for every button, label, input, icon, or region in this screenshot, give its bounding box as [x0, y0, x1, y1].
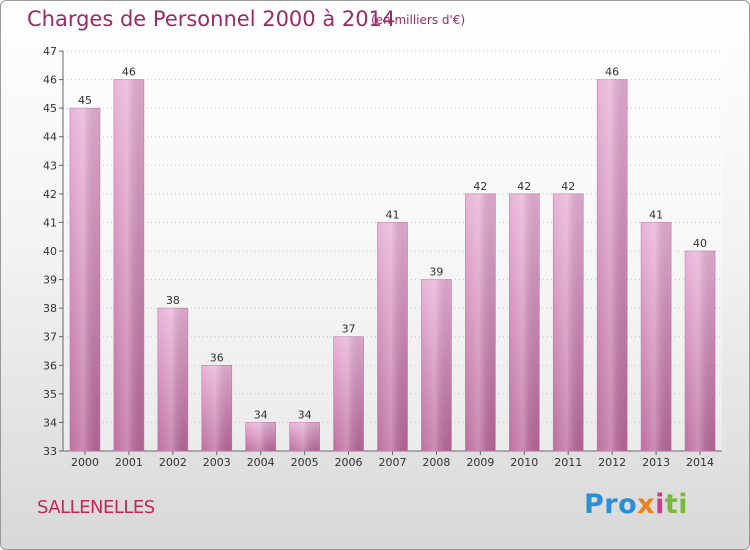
y-tick-label: 41 [43, 216, 57, 229]
bar-highlight [509, 193, 540, 451]
bar-highlight [553, 193, 584, 451]
y-tick-label: 42 [43, 188, 57, 201]
y-tick-label: 37 [43, 331, 57, 344]
bar-highlight [377, 222, 408, 451]
bar-highlight [465, 193, 496, 451]
data-label: 41 [649, 208, 663, 221]
data-label: 34 [254, 408, 268, 421]
x-tick-label: 2011 [554, 456, 582, 469]
x-tick-label: 2002 [159, 456, 187, 469]
x-tick-label: 2009 [466, 456, 494, 469]
x-tick-label: 2010 [510, 456, 538, 469]
x-tick-label: 2001 [115, 456, 143, 469]
y-tick-label: 45 [43, 102, 57, 115]
y-tick-label: 33 [43, 445, 57, 458]
bar-highlight [641, 222, 672, 451]
bar-highlight [289, 422, 320, 451]
x-tick-label: 2012 [598, 456, 626, 469]
y-tick-label: 34 [43, 416, 57, 429]
logo-part-3: i [655, 489, 665, 520]
data-label: 42 [561, 180, 575, 193]
proxiti-logo: Proxiti [584, 489, 688, 520]
data-label: 36 [210, 351, 224, 364]
bar-highlight [245, 422, 276, 451]
logo-part-2: x [637, 489, 656, 520]
x-tick-label: 2014 [686, 456, 714, 469]
bar-highlight [685, 251, 716, 451]
commune-name: SALLENELLES [37, 497, 155, 518]
bar-highlight [421, 279, 452, 451]
bar-highlight [157, 308, 188, 451]
y-tick-label: 39 [43, 274, 57, 287]
x-tick-label: 2013 [642, 456, 670, 469]
chart-subtitle: (en milliers d'€) [371, 13, 466, 27]
y-tick-label: 43 [43, 159, 57, 172]
y-tick-label: 46 [43, 74, 57, 87]
bar-highlight [333, 336, 364, 451]
data-label: 46 [605, 66, 619, 79]
logo-part-4: ti [664, 489, 689, 520]
data-label: 45 [78, 94, 92, 107]
y-tick-label: 40 [43, 245, 57, 258]
y-tick-label: 36 [43, 359, 57, 372]
data-label: 38 [166, 294, 180, 307]
x-tick-label: 2005 [291, 456, 319, 469]
x-tick-label: 2008 [422, 456, 450, 469]
bar-highlight [113, 79, 144, 452]
chart-title: Charges de Personnel 2000 à 2014 [27, 7, 396, 31]
y-tick-label: 44 [43, 131, 57, 144]
data-label: 41 [386, 208, 400, 221]
data-label: 46 [122, 66, 136, 79]
data-label: 42 [473, 180, 487, 193]
y-tick-label: 35 [43, 388, 57, 401]
data-label: 39 [429, 266, 443, 279]
x-tick-label: 2003 [203, 456, 231, 469]
bar-highlight [201, 365, 232, 451]
data-label: 37 [342, 323, 356, 336]
bar-highlight [597, 79, 628, 452]
x-tick-label: 2007 [379, 456, 407, 469]
bar-highlight [69, 108, 100, 452]
data-label: 34 [298, 408, 312, 421]
y-tick-label: 47 [43, 45, 57, 58]
data-label: 42 [517, 180, 531, 193]
logo-part-1: Pro [584, 489, 638, 520]
x-tick-label: 2006 [335, 456, 363, 469]
data-label: 40 [693, 237, 707, 250]
x-tick-label: 2000 [71, 456, 99, 469]
x-tick-label: 2004 [247, 456, 275, 469]
y-tick-label: 38 [43, 302, 57, 315]
